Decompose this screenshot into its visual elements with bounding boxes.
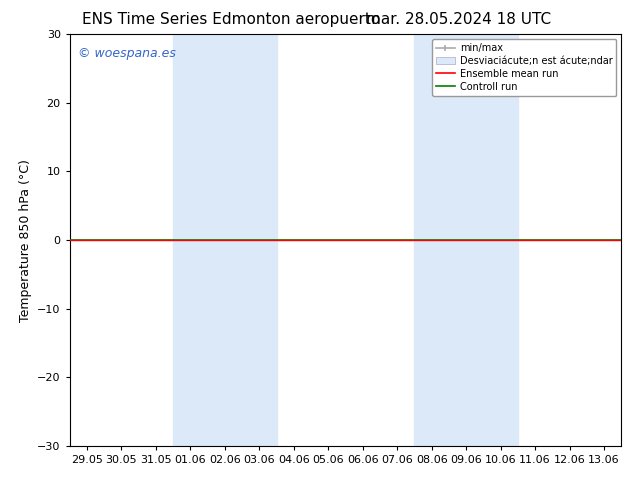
Bar [415,34,518,446]
Text: mar. 28.05.2024 18 UTC: mar. 28.05.2024 18 UTC [366,12,552,27]
Bar [173,34,276,446]
Text: © woespana.es: © woespana.es [78,47,176,60]
Y-axis label: Temperature 850 hPa (°C): Temperature 850 hPa (°C) [18,159,32,321]
Text: ENS Time Series Edmonton aeropuerto: ENS Time Series Edmonton aeropuerto [82,12,380,27]
Legend: min/max, Desviaciácute;n est ácute;ndar, Ensemble mean run, Controll run: min/max, Desviaciácute;n est ácute;ndar,… [432,39,616,96]
